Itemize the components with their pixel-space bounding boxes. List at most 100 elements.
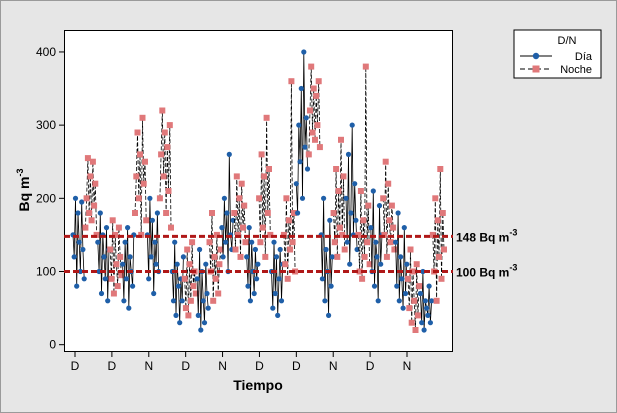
dia-point	[354, 246, 360, 253]
noche-point	[413, 261, 420, 268]
dia-point	[201, 320, 208, 326]
noche-point	[112, 231, 119, 238]
noche-point	[360, 217, 367, 224]
dia-point	[251, 290, 257, 297]
noche-point	[305, 151, 312, 158]
dia-point	[278, 298, 285, 304]
noche-point	[187, 297, 194, 304]
noche-point	[339, 231, 346, 238]
dia-point	[393, 239, 399, 245]
y-axis-title: Bq m-3	[15, 168, 32, 211]
noche-point	[264, 210, 271, 216]
noche-point	[380, 195, 387, 202]
noche-point	[289, 239, 296, 246]
noche-point	[89, 158, 96, 165]
noche-point	[143, 217, 150, 224]
noche-point	[362, 63, 369, 70]
dia-point	[299, 195, 306, 201]
series-line-18	[295, 51, 308, 214]
noche-point	[118, 272, 125, 279]
dia-point	[326, 312, 332, 318]
noche-point	[241, 202, 248, 209]
dia-point	[123, 276, 129, 282]
noche-point	[313, 92, 320, 99]
noche-point	[217, 246, 224, 253]
noche-point	[142, 158, 148, 165]
dia-point	[373, 239, 379, 245]
segment-16	[268, 239, 286, 318]
noche-point	[108, 275, 115, 282]
noche-point	[107, 246, 114, 253]
dia-point	[81, 276, 87, 282]
segment-7	[156, 107, 174, 231]
noche-point	[330, 210, 337, 216]
noche-point	[132, 210, 138, 216]
series-group	[70, 49, 447, 333]
noche-point	[408, 319, 415, 326]
segment-15	[256, 114, 274, 260]
x-tick-label-8: D	[366, 359, 375, 373]
legend-noche-label: Noche	[560, 64, 592, 76]
series-line-5	[134, 117, 147, 235]
dia-point	[149, 217, 155, 223]
noche-point	[414, 312, 421, 319]
dia-point	[221, 195, 227, 201]
legend-dia-marker	[532, 52, 540, 60]
noche-point	[137, 151, 143, 158]
series-line-10	[196, 249, 209, 331]
noche-point	[156, 195, 163, 202]
dia-point	[374, 254, 380, 260]
dia-point	[74, 283, 80, 289]
noche-point	[139, 114, 146, 121]
noche-point	[189, 239, 196, 246]
dia-point	[348, 210, 354, 216]
noche-point	[357, 188, 364, 194]
dia-point	[396, 298, 402, 304]
noche-point	[190, 283, 197, 290]
ref-label-exp-0: -3	[509, 227, 517, 237]
noche-point	[290, 210, 297, 216]
dia-point	[347, 261, 353, 267]
noche-point	[407, 246, 414, 253]
dia-point	[319, 276, 325, 282]
dia-point	[293, 181, 299, 187]
dia-point	[303, 115, 309, 121]
noche-point	[168, 224, 174, 231]
noche-point	[308, 63, 315, 70]
noche-point	[405, 275, 411, 282]
y-tick-label-3: 300	[36, 118, 56, 132]
noche-point	[333, 166, 340, 172]
legend: D/N Día Noche	[513, 29, 602, 79]
dia-point	[205, 305, 211, 311]
y-axis-title-exp: -3	[15, 168, 25, 176]
y-axis: 0 100 200 300 400	[36, 45, 64, 352]
dia-point	[302, 144, 308, 150]
segment-19	[305, 63, 323, 158]
series-line-8	[171, 242, 184, 323]
dia-point	[173, 312, 179, 318]
noche-point	[433, 297, 440, 304]
dia-point	[422, 298, 428, 304]
series-line-0	[72, 198, 85, 287]
dia-point	[126, 305, 132, 311]
dia-point	[170, 298, 177, 304]
dia-point	[71, 254, 77, 260]
ref-label-text-1: 100 Bq m	[456, 266, 509, 280]
legend-box	[513, 29, 602, 79]
dia-point	[198, 327, 204, 333]
segment-3	[107, 217, 125, 297]
noche-point	[210, 297, 217, 304]
noche-point	[331, 239, 338, 246]
segment-14	[244, 225, 261, 304]
noche-point	[436, 253, 442, 260]
segment-0	[70, 195, 87, 289]
dia-point	[122, 239, 128, 245]
dia-point	[270, 305, 276, 311]
noche-point	[437, 166, 444, 172]
noche-point	[391, 246, 398, 253]
series-line-21	[333, 139, 346, 257]
dia-point	[378, 261, 384, 267]
noche-point	[263, 114, 270, 121]
noche-point	[284, 275, 291, 282]
dia-point	[103, 225, 110, 231]
